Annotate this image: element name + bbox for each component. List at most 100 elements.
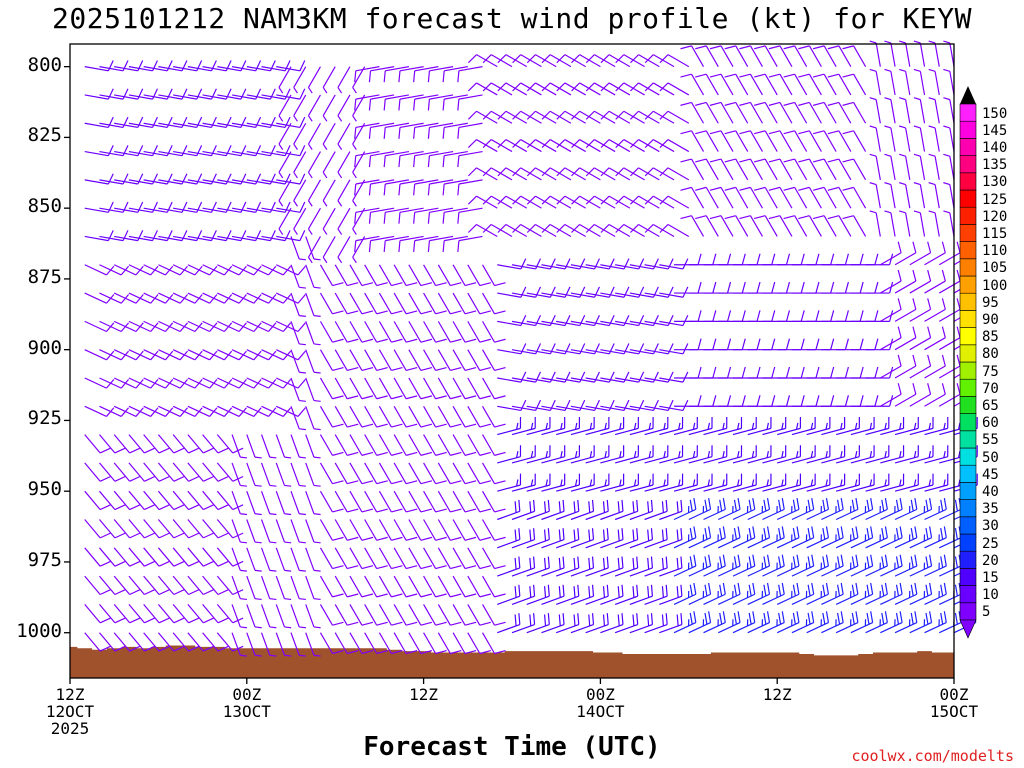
wind-barb-shaft xyxy=(535,167,557,181)
credit-link[interactable]: coolwx.com/modelts xyxy=(851,747,1014,765)
wind-barb xyxy=(364,405,388,428)
wind-barb-shaft xyxy=(880,280,902,294)
wind-barb-shaft xyxy=(408,462,422,484)
wind-barb-shaft xyxy=(497,377,522,383)
wind-barb-shaft xyxy=(564,167,586,181)
wind-barb xyxy=(630,223,660,237)
wind-barb-shaft xyxy=(821,622,844,634)
wind-barb xyxy=(821,416,846,436)
wind-barb-shaft xyxy=(629,456,654,464)
wind-barb-shaft xyxy=(261,235,286,242)
wind-barb xyxy=(724,73,749,96)
wind-barb xyxy=(84,377,115,389)
wind-barb-shaft xyxy=(467,490,481,513)
wind-barb-feather xyxy=(238,294,247,304)
wind-barb-feather xyxy=(708,498,712,510)
wind-barb-feather xyxy=(494,508,506,513)
wind-barb-feather xyxy=(457,240,460,253)
wind-barb xyxy=(762,253,791,266)
wind-barb-feather xyxy=(332,650,344,655)
wind-barb-feather xyxy=(897,241,902,253)
wind-barb-shaft xyxy=(158,405,181,417)
wind-barb-shaft xyxy=(305,236,315,260)
wind-barb-feather xyxy=(217,617,229,624)
wind-barb-shaft xyxy=(924,252,946,266)
wind-barb-shaft xyxy=(520,139,542,153)
wind-barb xyxy=(747,445,772,464)
wind-barb-shaft xyxy=(806,622,829,634)
wind-barb-feather xyxy=(435,282,447,287)
wind-barb-feather xyxy=(530,422,534,430)
wind-barb xyxy=(555,613,580,634)
wind-barb-feather xyxy=(107,88,114,100)
wind-barb xyxy=(835,498,859,521)
wind-barb-shaft xyxy=(246,434,256,458)
wind-barb-shaft xyxy=(747,622,770,634)
wind-barb-feather xyxy=(361,395,374,400)
wind-barb-shaft xyxy=(217,320,240,333)
wind-barb-shaft xyxy=(99,377,122,389)
wind-barb-shaft xyxy=(364,519,378,541)
wind-barb-feather xyxy=(137,116,144,128)
wind-barb-feather xyxy=(240,116,247,128)
wind-barb-shaft xyxy=(894,393,917,407)
colorbar-label: 105 xyxy=(982,260,1008,277)
wind-barb-shaft xyxy=(349,604,363,626)
wind-barb-shaft xyxy=(497,292,522,298)
wind-barb-shaft xyxy=(261,207,286,213)
wind-barb xyxy=(615,54,645,68)
x-tick-label: 00Z 15OCT xyxy=(909,686,999,720)
wind-barb xyxy=(187,462,214,482)
x-tick-label-line: 00Z xyxy=(585,685,615,704)
wind-barb xyxy=(305,349,321,374)
wind-barb-feather xyxy=(332,395,344,400)
wind-barb xyxy=(99,462,126,482)
wind-barb-feather xyxy=(225,230,232,241)
wind-barb xyxy=(202,264,233,276)
wind-barb-feather xyxy=(253,350,262,361)
wind-barb xyxy=(585,110,616,124)
wind-barb-feather xyxy=(606,584,609,597)
wind-barb-feather xyxy=(225,116,232,128)
wind-barb-feather xyxy=(383,127,386,139)
wind-barb xyxy=(680,215,705,237)
wind-barb xyxy=(894,326,917,351)
wind-barb-feather xyxy=(427,70,431,83)
wind-barb-feather xyxy=(152,145,158,156)
wind-barb xyxy=(869,153,881,180)
wind-barb xyxy=(806,281,835,294)
wind-barb xyxy=(246,519,262,544)
wind-barb xyxy=(541,314,571,327)
wind-barb-feather xyxy=(337,143,343,150)
wind-barb-feather xyxy=(135,379,144,389)
wind-barb xyxy=(172,462,200,482)
wind-barb-feather xyxy=(307,228,313,235)
wind-barb xyxy=(585,82,616,96)
wind-barb-feather xyxy=(812,186,825,191)
wind-barb-shaft xyxy=(762,622,785,634)
wind-barb xyxy=(865,281,894,294)
wind-barb xyxy=(99,632,126,652)
wind-barb-feather xyxy=(361,423,374,428)
wind-barb xyxy=(442,235,468,253)
wind-barb xyxy=(202,490,229,511)
wind-barb-shaft xyxy=(934,71,940,96)
wind-barb xyxy=(884,68,896,96)
wind-barb-feather xyxy=(529,529,532,542)
wind-barb xyxy=(924,445,949,464)
wind-barb xyxy=(680,73,705,96)
wind-barb xyxy=(556,223,586,237)
wind-barb xyxy=(850,416,875,436)
wind-barb xyxy=(334,519,359,541)
wind-barb-shaft xyxy=(231,235,256,242)
wind-barb-feather xyxy=(435,451,447,456)
wind-barb-shaft xyxy=(319,632,333,654)
wind-barb-feather xyxy=(533,499,536,512)
wind-barb xyxy=(202,405,233,417)
wind-barb-shaft xyxy=(246,462,256,486)
wind-barb xyxy=(526,556,550,577)
wind-barb xyxy=(84,349,115,361)
wind-barb-feather xyxy=(665,613,668,625)
wind-barb-shaft xyxy=(570,264,595,270)
wind-barb-feather xyxy=(739,130,751,135)
